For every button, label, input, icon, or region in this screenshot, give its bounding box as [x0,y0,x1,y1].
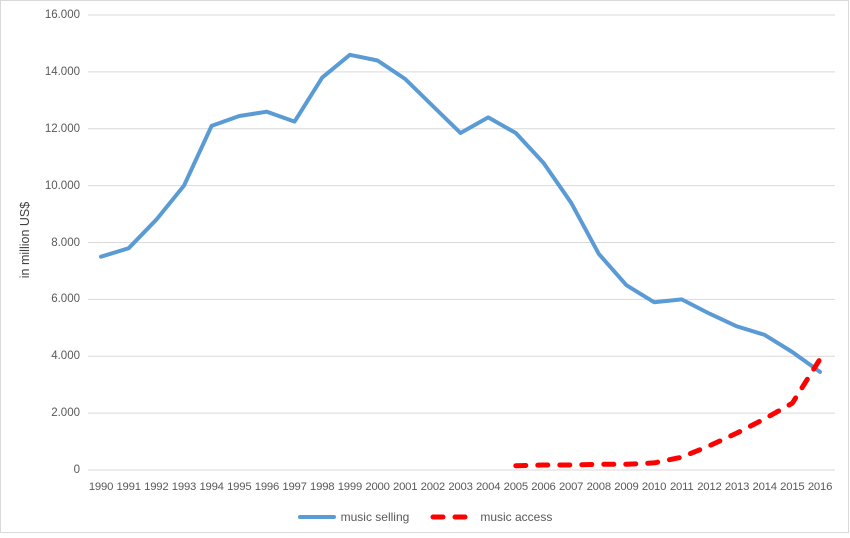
x-tick-label: 2006 [531,481,556,493]
music-selling-line-swatch [297,515,336,519]
y-tick-label: 12.000 [44,122,80,135]
legend-label-music-access: music access [480,510,553,524]
y-tick-label: 10.000 [44,179,80,192]
y-tick-label: 14.000 [44,65,80,78]
x-tick-label: 2009 [614,481,639,493]
x-tick-label: 2013 [724,481,750,493]
x-tick-label: 1994 [199,481,224,493]
series-line-music-selling [99,52,822,374]
legend-item-music-selling[interactable]: music selling [297,510,410,524]
x-tick-label: 2016 [807,481,833,493]
x-tick-label: 2015 [780,481,805,493]
x-tick-label: 1993 [171,481,197,493]
legend-label-music-selling: music selling [340,510,410,524]
x-tick-label: 1990 [88,481,114,493]
y-tick-label: 16.000 [44,9,80,21]
y-tick-label: 6.000 [51,293,80,306]
x-tick-label: 1992 [144,481,169,493]
x-tick-label: 1997 [282,481,307,493]
x-tick-label: 1991 [116,481,141,493]
x-tick-label: 2004 [475,481,501,493]
y-tick-label: 8.000 [51,236,80,249]
x-tick-label: 2000 [365,481,390,493]
x-tick-label: 2014 [752,481,778,493]
x-tick-label: 2010 [641,481,667,493]
x-tick-label: 2008 [586,481,612,493]
x-tick-label: 1995 [227,481,252,493]
x-tick-label: 2003 [448,481,473,493]
legend-item-music-access[interactable]: music access [429,510,552,524]
x-tick-label: 2007 [558,481,584,493]
legend: music selling music access [0,507,850,527]
y-tick-label: 2.000 [51,407,80,420]
music-access-dash-swatch [430,514,474,520]
y-tick-label: 0 [73,464,80,476]
x-tick-label: 2011 [669,481,694,493]
series-line-music-access [513,356,823,469]
y-tick-label: 4.000 [51,350,80,363]
x-tick-label: 1996 [254,481,280,493]
x-tick-label: 1999 [337,481,363,493]
x-tick-label: 1998 [310,481,335,493]
x-tick-label: 2005 [503,481,529,493]
x-tick-label: 2012 [697,481,722,493]
x-tick-label: 2002 [420,481,446,493]
x-tick-label: 2001 [393,481,418,493]
